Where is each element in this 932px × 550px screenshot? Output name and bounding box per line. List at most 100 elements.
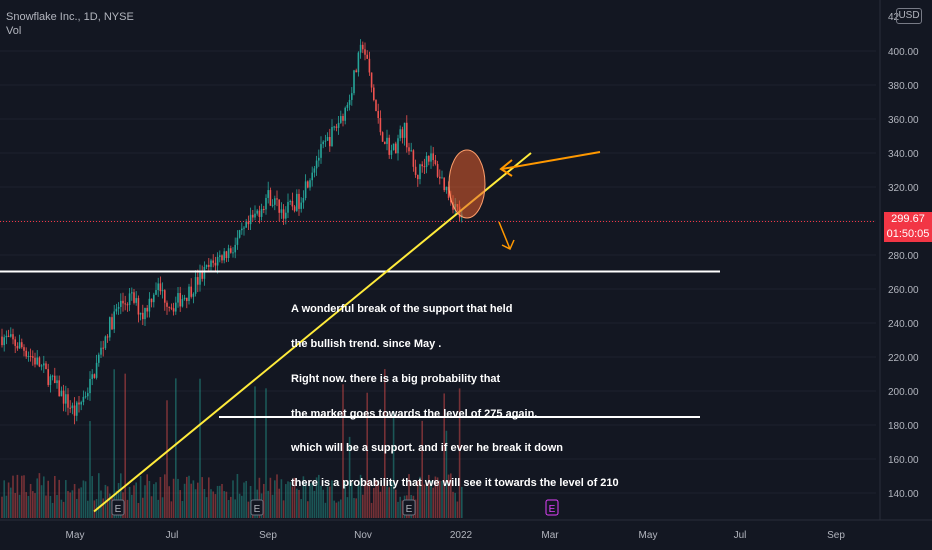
candle[interactable] bbox=[434, 160, 437, 165]
candle[interactable] bbox=[146, 307, 148, 312]
candle[interactable] bbox=[304, 181, 307, 198]
candle[interactable] bbox=[87, 393, 89, 397]
candle[interactable] bbox=[56, 380, 58, 384]
candle[interactable] bbox=[355, 70, 357, 73]
candles[interactable] bbox=[1, 39, 463, 425]
candle[interactable] bbox=[359, 44, 362, 53]
candle[interactable] bbox=[219, 255, 221, 257]
candle[interactable] bbox=[168, 306, 170, 308]
candle[interactable] bbox=[364, 49, 366, 55]
candle[interactable] bbox=[421, 164, 423, 167]
candle[interactable] bbox=[362, 44, 364, 50]
candle[interactable] bbox=[256, 210, 258, 214]
candle[interactable] bbox=[208, 264, 210, 267]
candle[interactable] bbox=[216, 256, 219, 266]
candle[interactable] bbox=[425, 155, 428, 167]
arrow-pointing-left[interactable] bbox=[499, 151, 601, 177]
candle[interactable] bbox=[410, 150, 412, 152]
time-axis[interactable]: May Jul Sep Nov 2022 Mar May Jul Sep bbox=[0, 519, 932, 541]
candle[interactable] bbox=[210, 260, 212, 267]
candle[interactable] bbox=[293, 206, 296, 211]
candle[interactable] bbox=[32, 356, 34, 358]
candle[interactable] bbox=[89, 378, 91, 394]
candle[interactable] bbox=[128, 293, 131, 306]
candle[interactable] bbox=[241, 228, 243, 231]
candle[interactable] bbox=[104, 336, 107, 349]
candle[interactable] bbox=[300, 202, 302, 209]
candle[interactable] bbox=[177, 293, 179, 303]
candle[interactable] bbox=[337, 122, 340, 128]
candle[interactable] bbox=[287, 202, 289, 213]
candle[interactable] bbox=[148, 298, 151, 312]
candle[interactable] bbox=[353, 70, 355, 94]
candle[interactable] bbox=[285, 212, 287, 219]
candle[interactable] bbox=[417, 174, 419, 180]
candle[interactable] bbox=[205, 264, 208, 267]
candle[interactable] bbox=[223, 251, 225, 261]
candle[interactable] bbox=[106, 336, 109, 338]
candle[interactable] bbox=[236, 237, 239, 245]
candle[interactable] bbox=[34, 357, 36, 365]
candle[interactable] bbox=[377, 111, 379, 119]
candle[interactable] bbox=[302, 197, 305, 203]
earnings-marker[interactable] bbox=[250, 499, 264, 516]
candle[interactable] bbox=[408, 147, 410, 152]
candle[interactable] bbox=[395, 143, 397, 154]
candle[interactable] bbox=[93, 374, 96, 378]
candle[interactable] bbox=[62, 390, 65, 404]
candle[interactable] bbox=[150, 298, 153, 303]
candle[interactable] bbox=[16, 345, 19, 349]
price-axis[interactable]: 400.00380.00360.00340.00320.00300.00280.… bbox=[879, 0, 919, 520]
candle[interactable] bbox=[441, 177, 443, 179]
candle[interactable] bbox=[430, 153, 432, 162]
candle[interactable] bbox=[333, 126, 335, 128]
candle[interactable] bbox=[197, 277, 199, 285]
candle[interactable] bbox=[276, 198, 278, 200]
candle[interactable] bbox=[14, 339, 16, 346]
candle[interactable] bbox=[340, 116, 342, 123]
candle[interactable] bbox=[230, 248, 232, 253]
candle[interactable] bbox=[335, 126, 338, 128]
candle[interactable] bbox=[186, 297, 188, 302]
candle[interactable] bbox=[1, 336, 3, 346]
arrow-pointing-down[interactable] bbox=[498, 221, 515, 251]
break-highlight-ellipse[interactable] bbox=[448, 149, 486, 219]
candle[interactable] bbox=[225, 251, 228, 259]
candle[interactable] bbox=[324, 140, 327, 142]
candle[interactable] bbox=[384, 141, 386, 144]
candle[interactable] bbox=[21, 342, 23, 348]
candle[interactable] bbox=[357, 52, 360, 73]
candle[interactable] bbox=[322, 141, 324, 145]
candle[interactable] bbox=[122, 300, 124, 304]
candle[interactable] bbox=[27, 356, 30, 358]
candle[interactable] bbox=[381, 132, 384, 142]
candle[interactable] bbox=[3, 337, 5, 346]
candle[interactable] bbox=[419, 164, 421, 180]
candle[interactable] bbox=[181, 299, 184, 307]
candle[interactable] bbox=[170, 307, 173, 309]
currency-badge[interactable]: USD bbox=[896, 8, 922, 24]
candle[interactable] bbox=[274, 198, 276, 205]
candle[interactable] bbox=[282, 209, 285, 219]
candle[interactable] bbox=[401, 129, 404, 138]
candle[interactable] bbox=[386, 137, 388, 144]
candle[interactable] bbox=[135, 298, 137, 303]
candle[interactable] bbox=[67, 394, 69, 408]
candle[interactable] bbox=[60, 390, 63, 397]
candle[interactable] bbox=[252, 214, 254, 218]
candle[interactable] bbox=[307, 181, 309, 188]
candle[interactable] bbox=[12, 334, 14, 340]
candle[interactable] bbox=[142, 312, 144, 320]
candle[interactable] bbox=[342, 116, 344, 121]
upcoming-earnings-marker[interactable] bbox=[545, 499, 559, 516]
candle[interactable] bbox=[98, 354, 100, 363]
candle[interactable] bbox=[51, 375, 54, 377]
candle[interactable] bbox=[423, 166, 426, 168]
candle[interactable] bbox=[117, 306, 120, 309]
candle[interactable] bbox=[432, 153, 434, 161]
candle[interactable] bbox=[38, 357, 41, 367]
candle[interactable] bbox=[76, 402, 78, 416]
candle[interactable] bbox=[109, 317, 111, 338]
candle[interactable] bbox=[203, 266, 206, 279]
